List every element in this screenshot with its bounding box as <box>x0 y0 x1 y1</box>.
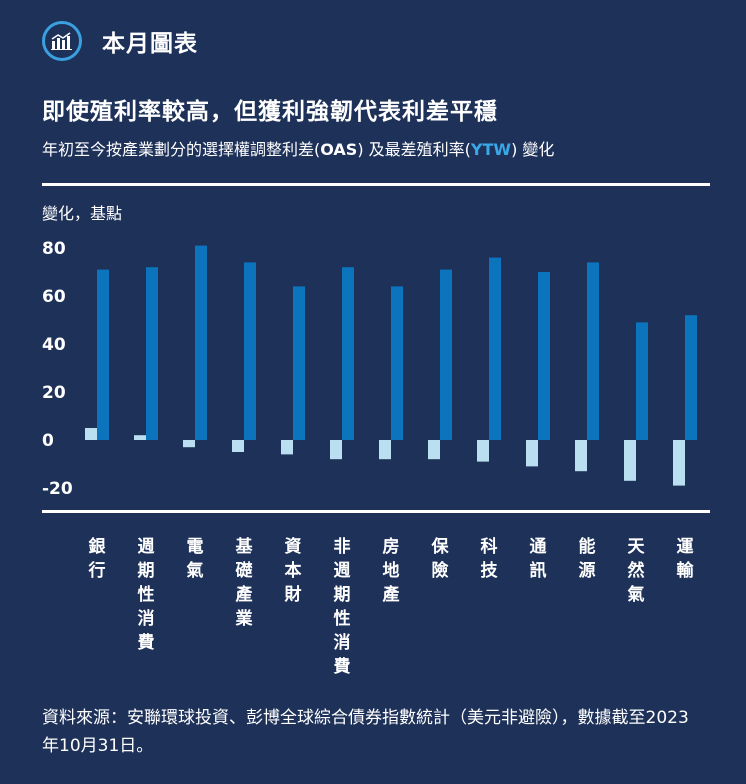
oas-bar <box>624 440 636 481</box>
ytw-bar <box>587 262 599 440</box>
y-tick-label: 40 <box>42 335 66 355</box>
y-tick-label: 20 <box>42 383 66 403</box>
category-label: 運輸 <box>677 537 695 581</box>
y-tick-label: 80 <box>42 239 66 259</box>
y-tick-label: 60 <box>42 287 66 307</box>
bar-chart: 80 60 40 20 0 -20 銀行 週期性消費 電氣 基礎產業 資本財 非週期性消費 房地產 保險科… <box>42 239 697 677</box>
oas-bar <box>183 440 195 448</box>
ytw-bar <box>146 267 158 440</box>
y-axis-label: 變化，基點 <box>42 204 123 223</box>
ytw-bar <box>685 315 697 440</box>
oas-bar <box>575 440 587 472</box>
header-title: 本月圖表 <box>102 31 198 57</box>
ytw-bar <box>195 245 207 440</box>
oas-bar <box>526 440 538 467</box>
category-label: 能源 <box>579 536 596 581</box>
ytw-bar <box>636 322 648 440</box>
ytw-bar <box>538 272 550 440</box>
subtitle-ytw: YTW <box>470 140 512 159</box>
subtitle-part-5: ) 變化 <box>511 140 555 159</box>
oas-bar <box>330 440 342 460</box>
category-label: 資本財 <box>284 537 302 605</box>
category-label: 週期性消費 <box>138 537 155 653</box>
oas-bar <box>673 440 685 486</box>
top-divider <box>42 183 710 186</box>
chart-header: 本月圖表 <box>42 18 198 64</box>
oas-bar <box>134 435 146 440</box>
oas-bar <box>477 440 489 462</box>
oas-bar <box>428 440 440 460</box>
category-label: 天然氣 <box>628 537 646 605</box>
ytw-bar <box>489 257 501 440</box>
source-note: 資料來源：安聯環球投資、彭博全球綜合債券指數統計（美元非避險），數據截至2023… <box>42 708 689 756</box>
category-label: 保險 <box>431 536 450 581</box>
oas-bar <box>379 440 391 460</box>
oas-bar <box>232 440 244 452</box>
subtitle-oas: OAS <box>320 140 358 159</box>
y-tick-label: 0 <box>42 431 54 451</box>
category-label: 房地產 <box>383 536 400 605</box>
oas-bar <box>85 428 97 440</box>
subtitle-part-1: 年初至今按產業劃分的選擇權調整利差( <box>42 140 321 159</box>
chart-subtitle: 年初至今按產業劃分的選擇權調整利差(OAS) 及最差殖利率(YTW) 變化 <box>42 136 554 160</box>
bar-chart-icon <box>42 21 82 61</box>
category-label: 科技 <box>481 536 499 581</box>
subtitle-part-3: ) 及最差殖利率( <box>357 140 471 159</box>
ytw-bar <box>342 267 354 440</box>
ytw-bar <box>391 286 403 440</box>
chart-title: 即使殖利率較高，但獲利強韌代表利差平穩 <box>42 99 498 125</box>
ytw-bar <box>97 269 109 440</box>
bottom-divider <box>42 510 710 513</box>
category-label: 電氣 <box>187 537 204 581</box>
y-tick-label: -20 <box>42 479 73 499</box>
category-label: 基礎產業 <box>235 536 254 629</box>
category-label: 通訊 <box>530 537 547 581</box>
ytw-bar <box>440 269 452 440</box>
ytw-bar <box>244 262 256 440</box>
category-label: 銀行 <box>88 536 106 581</box>
oas-bar <box>281 440 293 455</box>
category-label: 非週期性消費 <box>334 536 351 677</box>
ytw-bar <box>293 286 305 440</box>
